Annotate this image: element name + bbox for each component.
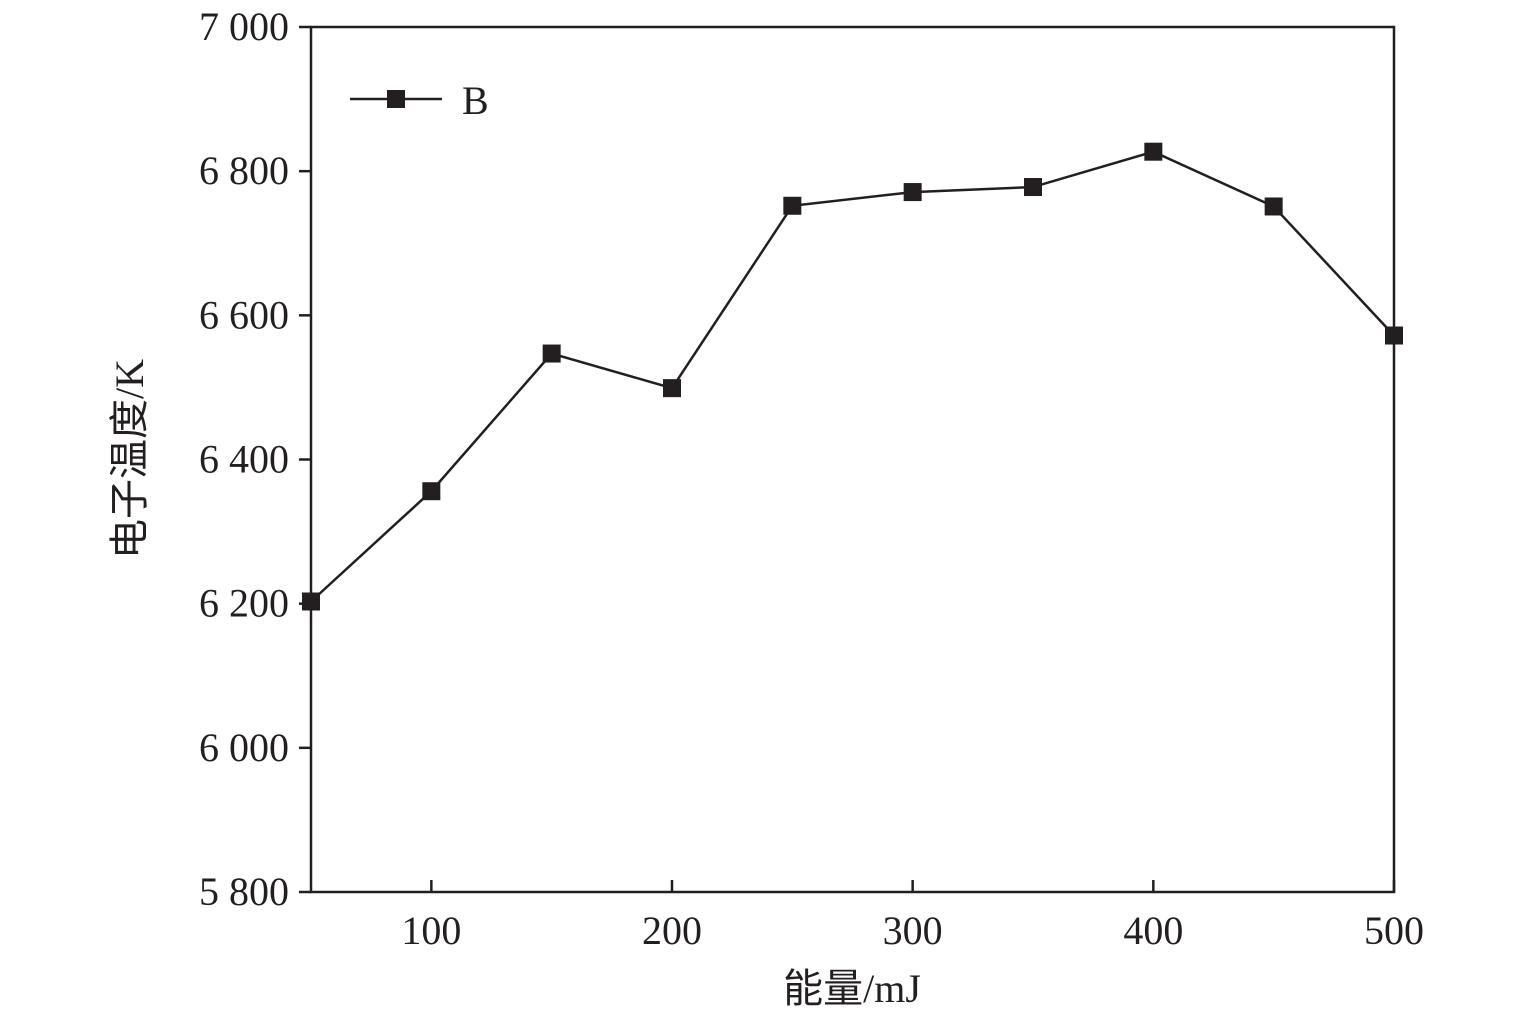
data-point-marker: [1024, 178, 1042, 197]
x-tick-label: 300: [883, 908, 943, 953]
y-tick-label: 6 800: [199, 148, 289, 193]
data-point-marker: [783, 196, 802, 215]
y-tick-label: 6 600: [199, 292, 289, 337]
data-point-marker: [1385, 326, 1403, 345]
x-axis-title: 能量/mJ: [783, 966, 921, 1011]
y-axis-title: 电子温度/K: [107, 359, 152, 559]
data-point-marker: [903, 183, 922, 202]
data-point-marker: [542, 344, 561, 363]
y-tick-label: 6 400: [199, 437, 289, 482]
x-tick-label: 200: [642, 908, 702, 953]
y-axis: 5 800 6 000 6 200 6 400 6 600 6 800 7 000: [199, 4, 311, 914]
data-point-marker: [422, 482, 441, 501]
y-tick-label: 6 200: [199, 581, 289, 626]
data-point-marker: [302, 592, 320, 611]
x-tick-label: 100: [401, 908, 461, 953]
data-point-marker: [1144, 142, 1163, 161]
x-axis: 100 200 300 400 500: [401, 880, 1424, 953]
legend-label: B: [462, 78, 489, 123]
legend-marker: [387, 90, 405, 108]
x-tick-label: 400: [1123, 908, 1183, 953]
legend: B: [350, 78, 489, 123]
plot-frame: [309, 25, 1396, 894]
data-point-marker: [1264, 197, 1283, 216]
y-tick-label: 7 000: [199, 4, 289, 49]
data-point-marker: [663, 379, 681, 398]
y-tick-label: 6 000: [199, 725, 289, 770]
y-tick-label: 5 800: [199, 869, 289, 914]
series-layer: [302, 142, 1403, 611]
x-tick-label: 500: [1364, 908, 1424, 953]
series-line: [310, 150, 1395, 603]
